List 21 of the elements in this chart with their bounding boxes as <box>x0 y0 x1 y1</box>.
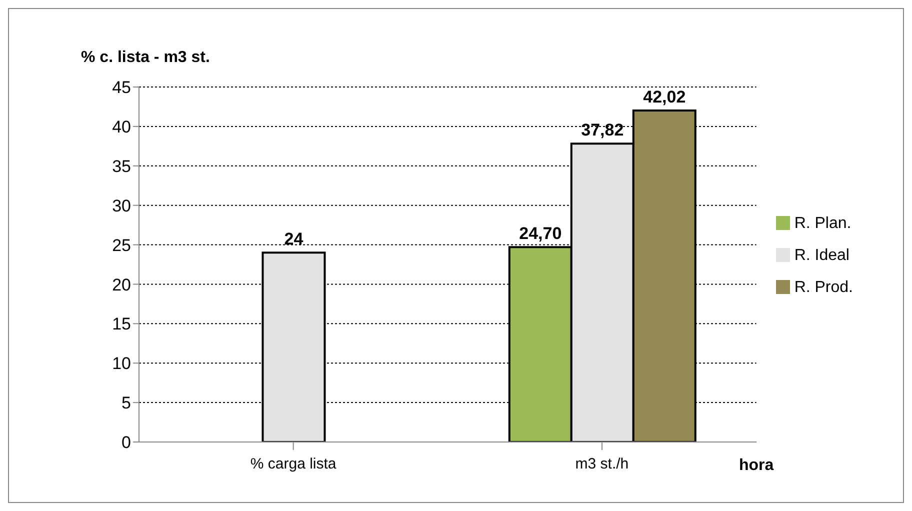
x-tick-label: m3 st./h <box>575 456 629 473</box>
y-tick-label: 5 <box>122 394 131 413</box>
y-tick-label: 15 <box>112 314 131 334</box>
data-label: 37,82 <box>581 120 624 140</box>
y-tick-label: 40 <box>112 117 131 136</box>
x-tick-label: % carga lista <box>250 456 337 473</box>
y-tick-label: 25 <box>112 236 131 255</box>
y-tick-label: 30 <box>112 196 131 216</box>
data-label: 24,70 <box>519 224 562 244</box>
legend-label: R. Ideal <box>794 246 850 264</box>
legend-label: R. Plan. <box>794 214 852 232</box>
x-axis-title: hora <box>739 457 774 475</box>
data-label: 42,02 <box>643 88 686 107</box>
y-tick-label: 45 <box>112 78 131 98</box>
y-tick-label: 35 <box>112 156 131 176</box>
y-tick-label: 10 <box>112 354 131 374</box>
y-axis-title: % c. lista - m3 st. <box>81 49 210 67</box>
data-label: 24 <box>284 230 304 249</box>
y-tick-label: 20 <box>112 275 131 294</box>
legend-label: R. Prod. <box>794 278 853 296</box>
y-tick-label: 0 <box>122 433 131 452</box>
